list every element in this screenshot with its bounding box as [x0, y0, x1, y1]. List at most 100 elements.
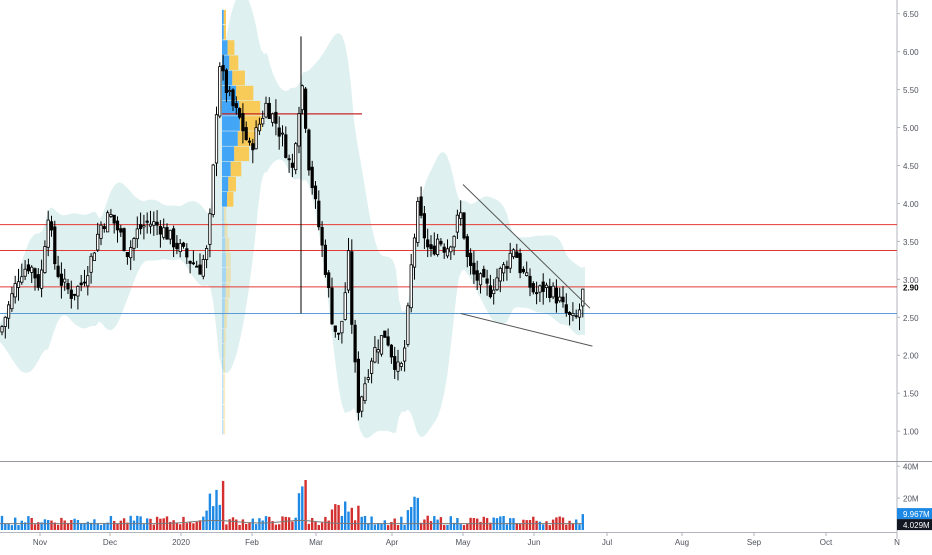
- volume-bar: [17, 525, 20, 530]
- volume-bar: [278, 524, 281, 530]
- candle-body: [343, 292, 347, 320]
- candle-body: [155, 221, 159, 226]
- profile-bar-sell: [226, 267, 231, 283]
- volume-bar: [185, 523, 188, 530]
- candle-body: [541, 281, 545, 292]
- volume-bar: [571, 523, 575, 530]
- candle-body: [171, 228, 176, 248]
- candle-body: [129, 247, 133, 259]
- volume-bar: [538, 521, 542, 530]
- candle-body: [426, 239, 430, 248]
- volume-bar: [311, 518, 314, 530]
- volume-bar: [208, 493, 212, 530]
- candle-body: [492, 289, 496, 295]
- volume-bar: [281, 516, 284, 530]
- candle-body: [521, 268, 526, 273]
- volume-bar: [37, 522, 40, 530]
- volume-bar: [390, 522, 393, 530]
- candle-body: [577, 309, 582, 318]
- bollinger-band: [0, 0, 585, 439]
- candle-body: [261, 118, 265, 125]
- average-volume-badge: [897, 519, 932, 531]
- volume-bar: [350, 507, 353, 530]
- candle-body: [185, 248, 189, 258]
- candle-body: [36, 274, 40, 288]
- volume-bar: [548, 525, 551, 530]
- candle-body: [56, 265, 60, 277]
- volume-bar: [525, 520, 528, 530]
- candle-body: [369, 360, 374, 374]
- price-tick-label: 5.00: [903, 124, 919, 133]
- volume-bar: [357, 505, 360, 530]
- price-tick-label: 3.50: [903, 238, 919, 247]
- candle-body: [571, 312, 575, 316]
- candle-body: [336, 332, 341, 335]
- candle-body: [396, 361, 400, 372]
- candle-body: [30, 266, 34, 273]
- volume-average-line: [0, 519, 582, 525]
- candle-body: [307, 129, 311, 171]
- volume-bar: [367, 523, 370, 530]
- volume-bar: [287, 517, 291, 530]
- candle-body: [459, 212, 463, 219]
- profile-bar-sell: [225, 283, 230, 298]
- candle-body: [46, 219, 50, 248]
- volume-bar: [297, 493, 301, 530]
- candle-body: [412, 237, 417, 268]
- candle-body: [3, 316, 7, 327]
- candle-body: [33, 268, 37, 279]
- volume-bar: [106, 522, 109, 530]
- candle-body: [158, 225, 162, 235]
- candle-body: [168, 229, 172, 240]
- candle-body: [432, 245, 436, 255]
- profile-bar-sell: [223, 9, 226, 25]
- profile-bar-buy: [222, 40, 228, 55]
- candle-body: [393, 356, 397, 370]
- candle-body: [531, 283, 535, 293]
- candle-body: [525, 272, 529, 276]
- profile-bar-buy: [222, 116, 240, 131]
- volume-bar: [182, 516, 185, 530]
- volume-bar: [241, 519, 245, 530]
- volume-bar: [522, 519, 525, 530]
- volume-bar: [93, 519, 96, 530]
- profile-bar-sell: [227, 192, 234, 207]
- price-tick-label: 2.50: [903, 314, 919, 323]
- volume-bar: [258, 518, 261, 530]
- candle-body: [518, 253, 522, 274]
- candle-body: [69, 289, 73, 299]
- candle-body: [20, 276, 24, 283]
- candle-body: [435, 238, 440, 256]
- candle-body: [294, 143, 298, 171]
- volume-bar: [70, 520, 73, 530]
- candle-body: [106, 212, 110, 233]
- candle-body: [237, 108, 242, 118]
- candle-body: [495, 277, 499, 291]
- candle-body: [399, 362, 403, 367]
- volume-bar: [443, 524, 446, 530]
- candle-body: [251, 143, 255, 151]
- time-tick-label: Feb: [245, 538, 259, 547]
- candle-body: [201, 259, 205, 277]
- profile-bar-sell: [223, 389, 226, 405]
- profile-bar-sell: [223, 359, 226, 374]
- profile-bar-sell: [223, 25, 226, 40]
- candle-body: [204, 247, 209, 260]
- candle-body: [568, 311, 572, 315]
- profile-bar-buy: [222, 192, 228, 207]
- candle-body: [409, 264, 413, 309]
- profile-bar-sell: [225, 237, 230, 253]
- volume-bar: [40, 522, 43, 530]
- candle-body: [208, 213, 212, 245]
- profile-bar-sell: [232, 70, 245, 86]
- volume-bar: [565, 524, 568, 530]
- volume-bar: [132, 520, 136, 530]
- candle-body: [386, 336, 390, 346]
- candle-body: [241, 113, 245, 132]
- candle-body: [119, 228, 123, 233]
- candle-body: [178, 243, 182, 252]
- candle-body: [383, 330, 387, 338]
- volume-profile: [222, 9, 262, 435]
